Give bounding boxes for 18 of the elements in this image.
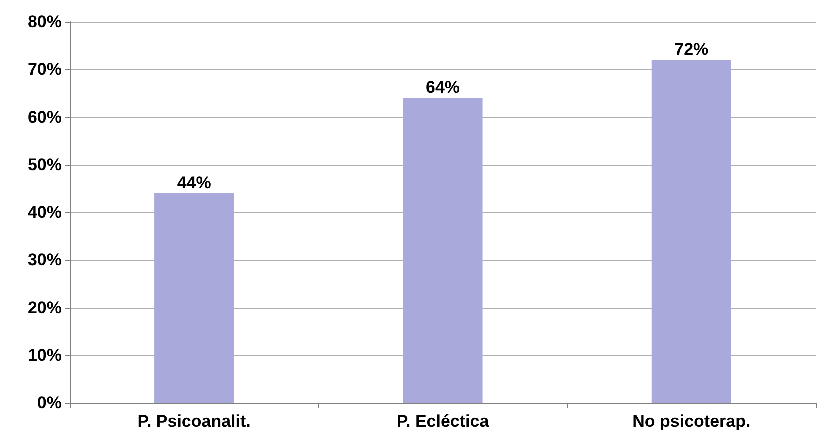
y-tick-label: 10% [28, 346, 62, 365]
y-tick-label: 40% [28, 203, 62, 222]
y-tick-label: 80% [28, 12, 62, 32]
y-tick-label: 70% [28, 60, 62, 80]
y-tick-label: 60% [28, 108, 62, 127]
data-label: 72% [674, 40, 709, 60]
x-tick-label: No psicoterap. [632, 412, 751, 431]
y-tick-label: 20% [28, 298, 62, 318]
y-tick-label: 0% [37, 394, 62, 412]
bar [403, 98, 483, 403]
x-tick-label: P. Ecléctica [396, 412, 490, 431]
data-label: 44% [177, 173, 212, 192]
data-label: 64% [426, 78, 460, 98]
x-tick-label: P. Psicoanalit. [138, 412, 251, 431]
y-tick-label: 50% [28, 155, 62, 174]
bar [652, 60, 732, 403]
bar [154, 193, 234, 403]
y-tick-label: 30% [28, 250, 62, 270]
